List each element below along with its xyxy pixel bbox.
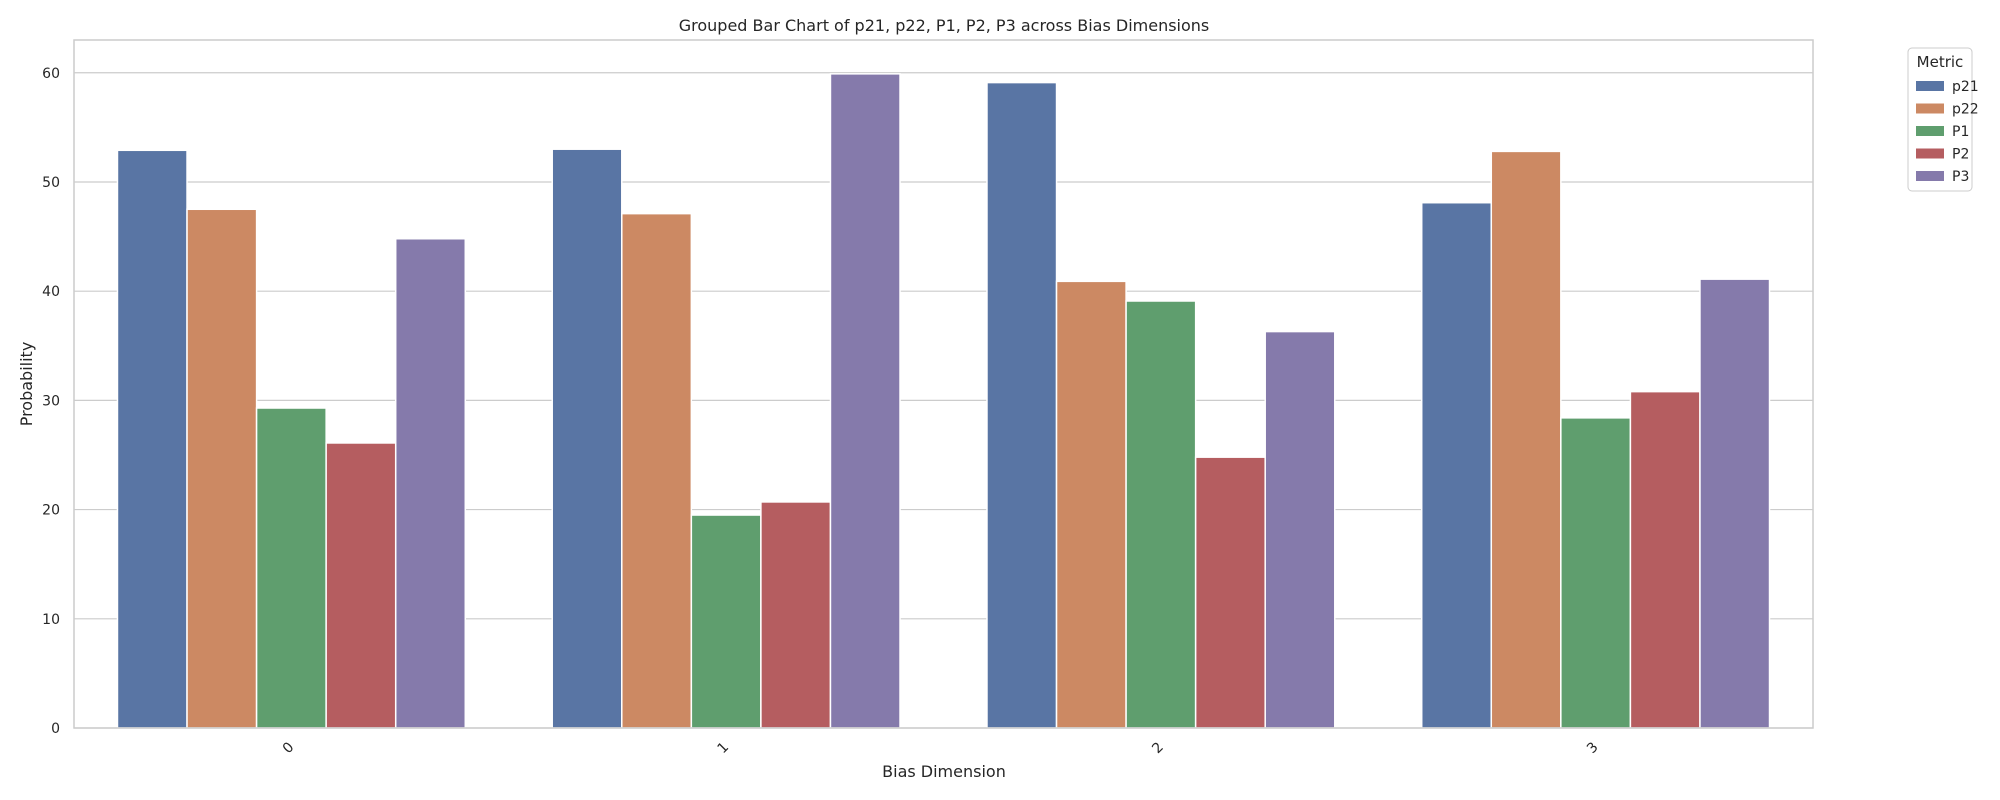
- legend-swatch-P1: [1916, 126, 1944, 136]
- y-axis-label: Probability: [17, 342, 36, 427]
- x-tick-label: 0: [280, 739, 298, 757]
- bar-P2-3: [1629, 390, 1701, 729]
- bar-P2-2: [1194, 456, 1266, 729]
- legend-label-p21: p21: [1952, 79, 1979, 95]
- bar-p22-3: [1490, 150, 1562, 729]
- bar-P2-1: [760, 501, 832, 729]
- x-tick-label: 2: [1149, 739, 1167, 757]
- legend-label-p22: p22: [1952, 102, 1979, 118]
- legend-items: p21 p22 P1 P2 P3: [1916, 79, 1979, 185]
- bar-P3-3: [1699, 278, 1771, 729]
- bar-P1-3: [1560, 417, 1632, 729]
- y-tick-label: 20: [42, 503, 60, 519]
- plot-area-frame: [73, 39, 1814, 729]
- bar-P3-0: [394, 238, 467, 729]
- bar-P1-1: [690, 514, 762, 729]
- y-tick-label: 40: [42, 284, 60, 300]
- y-tick-label: 50: [42, 175, 60, 191]
- y-tick-label: 0: [51, 721, 60, 737]
- bar-P3-1: [829, 73, 901, 729]
- legend-swatch-P3: [1916, 171, 1944, 181]
- y-tick-labels: 0 10 20 30 40 50 60: [42, 66, 60, 737]
- bar-p22-0: [186, 208, 258, 729]
- x-tick-labels: 0 1 2 3: [280, 739, 1602, 757]
- bar-P1-0: [255, 407, 327, 729]
- legend-swatch-P2: [1916, 148, 1944, 159]
- chart-title: Grouped Bar Chart of p21, p22, P1, P2, P…: [679, 16, 1210, 35]
- y-tick-label: 30: [42, 393, 60, 409]
- x-tick-label: 3: [1584, 739, 1602, 757]
- x-tick-label: 1: [714, 739, 732, 757]
- bar-p22-2: [1055, 280, 1127, 729]
- y-tick-label: 60: [42, 66, 60, 82]
- legend-swatch-p21: [1916, 81, 1944, 91]
- legend-title: Metric: [1917, 53, 1964, 71]
- bar-P2-0: [325, 442, 397, 729]
- x-axis-label: Bias Dimension: [882, 762, 1006, 781]
- legend-label-P2: P2: [1952, 147, 1969, 163]
- bar-P1-2: [1125, 300, 1197, 729]
- legend-label-P1: P1: [1952, 124, 1969, 140]
- legend-swatch-p22: [1916, 103, 1944, 114]
- bar-P3-2: [1264, 330, 1336, 729]
- bar-p21-0: [116, 149, 188, 729]
- legend: Metric p21 p22 P1 P2 P3: [1907, 47, 1979, 192]
- legend-label-P3: P3: [1952, 169, 1969, 185]
- bars: [116, 73, 1771, 729]
- bar-p22-1: [621, 212, 693, 729]
- bar-p21-3: [1420, 201, 1493, 729]
- y-tick-label: 10: [42, 612, 60, 628]
- bar-p21-1: [551, 148, 623, 729]
- bar-p21-2: [986, 81, 1058, 729]
